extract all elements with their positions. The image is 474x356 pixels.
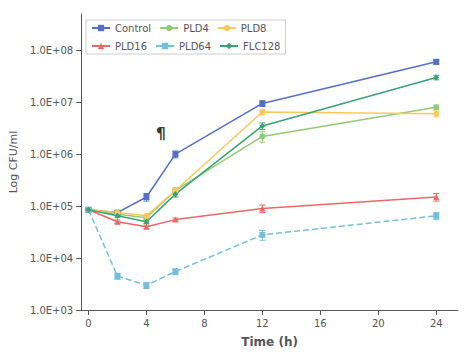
svg-text:PLD8: PLD8 (241, 23, 267, 34)
svg-text:1.0E+06: 1.0E+06 (30, 149, 73, 160)
svg-text:1.0E+07: 1.0E+07 (30, 97, 73, 108)
svg-text:12: 12 (256, 318, 269, 329)
svg-text:PLD16: PLD16 (115, 41, 147, 52)
svg-text:1.0E+08: 1.0E+08 (30, 45, 73, 56)
svg-text:1.0E+03: 1.0E+03 (30, 305, 73, 316)
svg-text:Control: Control (115, 23, 151, 34)
svg-text:1.0E+04: 1.0E+04 (30, 253, 73, 264)
svg-text:8: 8 (201, 318, 207, 329)
svg-text:0: 0 (85, 318, 91, 329)
svg-text:¶: ¶ (156, 124, 166, 143)
svg-text:24: 24 (430, 318, 443, 329)
svg-text:PLD4: PLD4 (183, 23, 209, 34)
svg-text:PLD64: PLD64 (179, 41, 211, 52)
svg-text:4: 4 (143, 318, 149, 329)
svg-text:16: 16 (314, 318, 327, 329)
svg-text:FLC128: FLC128 (243, 41, 280, 52)
svg-text:Log CFU/ml: Log CFU/ml (7, 131, 20, 194)
svg-text:Time (h): Time (h) (241, 335, 298, 349)
svg-text:1.0E+05: 1.0E+05 (30, 201, 73, 212)
svg-text:20: 20 (372, 318, 385, 329)
